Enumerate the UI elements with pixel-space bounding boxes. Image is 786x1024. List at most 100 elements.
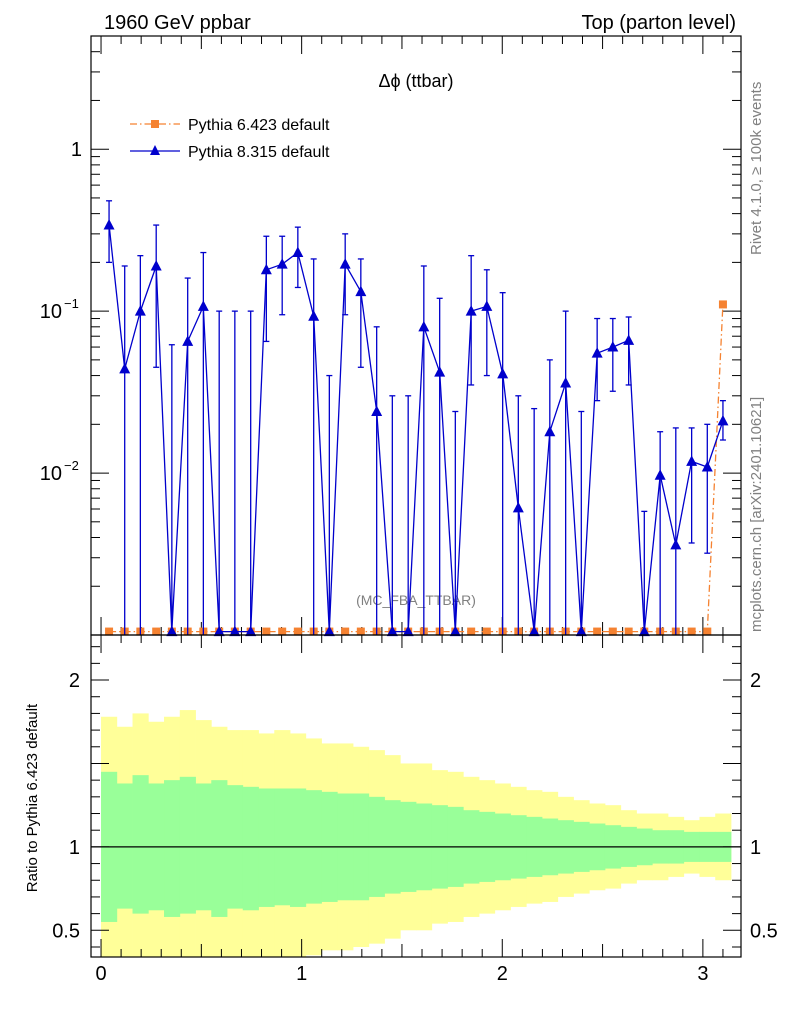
main-panel: 110−110−2 Δϕ (ttbar) (MC_FBA_TTBAR) Pyth… bbox=[40, 35, 742, 637]
ratio-y-axis-label: Ratio to Pythia 6.423 default bbox=[24, 703, 41, 892]
data-point-triangle bbox=[591, 347, 603, 358]
data-point-triangle bbox=[229, 625, 241, 637]
ratio-y-tick-label-right: 0.5 bbox=[750, 920, 778, 942]
data-point-triangle bbox=[150, 259, 162, 271]
data-point-triangle bbox=[260, 263, 272, 275]
y-tick-label-exponent: −1 bbox=[64, 296, 79, 311]
data-point-square bbox=[718, 300, 727, 309]
inner-band-bin bbox=[258, 788, 275, 907]
data-point-square bbox=[262, 627, 271, 636]
ratio-axis-ticks bbox=[91, 635, 741, 957]
x-tick-labels: 0 1 2 3 bbox=[95, 963, 708, 985]
ratio-panel: 0.5 0.5 1 1 2 2 0 1 2 3 Ratio to Pythia 6.423 de… bbox=[24, 634, 778, 985]
ratio-y-tick-label-left: 1 bbox=[69, 837, 80, 859]
data-point-triangle bbox=[197, 300, 209, 311]
series-line bbox=[108, 225, 724, 633]
series-pythia8 bbox=[103, 200, 729, 637]
data-point-square bbox=[293, 627, 302, 636]
data-point-triangle bbox=[308, 310, 320, 321]
data-point-triangle bbox=[119, 362, 131, 374]
data-point-triangle bbox=[386, 625, 398, 637]
process-label: Top (parton level) bbox=[581, 12, 736, 34]
data-point-triangle bbox=[544, 425, 556, 437]
data-point-triangle bbox=[481, 300, 493, 311]
data-point-triangle bbox=[701, 461, 713, 472]
data-point-triangle bbox=[166, 625, 178, 637]
legend-marker-pythia8 bbox=[150, 145, 160, 155]
data-point-triangle bbox=[292, 246, 304, 258]
ratio-y-tick-label-right: 1 bbox=[750, 837, 761, 859]
data-point-triangle bbox=[512, 501, 524, 513]
data-point-triangle bbox=[575, 625, 587, 637]
ratio-bands bbox=[101, 710, 732, 957]
data-point-triangle bbox=[434, 366, 446, 377]
data-point-triangle bbox=[717, 414, 729, 426]
plot-title: Δϕ (ttbar) bbox=[378, 71, 453, 91]
data-point-triangle bbox=[497, 367, 509, 379]
data-point-square bbox=[341, 627, 350, 636]
mcplots-label: mcplots.cern.ch [arXiv:2401.10621] bbox=[748, 397, 765, 632]
data-point-triangle bbox=[355, 285, 367, 297]
inner-band-bin bbox=[164, 780, 181, 917]
inner-band-bin bbox=[242, 786, 259, 911]
data-point-triangle bbox=[134, 305, 146, 316]
data-point-triangle bbox=[528, 625, 540, 637]
rivet-label: Rivet 4.1.0, ≥ 100k events bbox=[748, 82, 765, 255]
y-tick-label-exponent: −2 bbox=[64, 458, 79, 473]
x-tick-label: 1 bbox=[296, 963, 307, 985]
y-tick-label: 10 bbox=[40, 301, 62, 323]
ratio-y-tick-labels: 0.5 0.5 1 1 2 2 bbox=[52, 670, 778, 942]
data-point-triangle bbox=[560, 376, 572, 388]
y-tick-label: 10 bbox=[40, 463, 62, 485]
y-tick-label: 1 bbox=[71, 139, 82, 161]
series-line bbox=[109, 304, 724, 633]
data-point-square bbox=[467, 627, 476, 636]
data-point-square bbox=[356, 627, 365, 636]
data-point-triangle bbox=[607, 341, 619, 352]
data-point-triangle bbox=[182, 335, 194, 346]
data-point-square bbox=[105, 627, 114, 636]
ratio-frame bbox=[90, 634, 742, 958]
data-point-triangle bbox=[213, 625, 225, 637]
legend-label-pythia8: Pythia 8.315 default bbox=[188, 144, 330, 161]
x-tick-label: 3 bbox=[697, 963, 708, 985]
data-point-triangle bbox=[276, 258, 288, 269]
inner-band-bin bbox=[116, 783, 133, 909]
data-point-triangle bbox=[686, 455, 698, 466]
inner-band-bin bbox=[179, 776, 196, 914]
data-point-triangle bbox=[670, 538, 682, 550]
legend-marker-pythia6 bbox=[151, 120, 159, 128]
inner-band-bin bbox=[211, 780, 228, 917]
data-point-square bbox=[482, 627, 491, 636]
data-point-square bbox=[593, 627, 602, 636]
inner-band-bin bbox=[290, 788, 307, 907]
data-point-triangle bbox=[371, 405, 383, 416]
data-point-square bbox=[152, 627, 161, 636]
legend-label-pythia6: Pythia 6.423 default bbox=[188, 117, 330, 134]
data-point-square bbox=[608, 627, 617, 636]
data-point-triangle bbox=[654, 469, 666, 480]
legend: Pythia 6.423 default Pythia 8.315 defaul… bbox=[130, 117, 330, 161]
data-point-triangle bbox=[339, 258, 351, 269]
data-point-triangle bbox=[103, 219, 115, 230]
analysis-watermark: (MC_FBA_TTBAR) bbox=[356, 592, 476, 608]
ratio-y-tick-label-left: 2 bbox=[69, 670, 80, 692]
data-point-triangle bbox=[245, 625, 257, 637]
data-point-square bbox=[703, 627, 712, 636]
data-point-triangle bbox=[623, 334, 635, 345]
data-point-square bbox=[624, 627, 633, 636]
energy-label: 1960 GeV ppbar bbox=[104, 12, 251, 34]
data-point-triangle bbox=[418, 320, 430, 332]
inner-band-bin bbox=[132, 775, 149, 914]
data-point-triangle bbox=[449, 625, 461, 637]
data-point-triangle bbox=[638, 625, 650, 637]
data-point-triangle bbox=[465, 305, 477, 316]
x-tick-label: 2 bbox=[497, 963, 508, 985]
ratio-y-tick-label-right: 2 bbox=[750, 670, 761, 692]
data-point-triangle bbox=[402, 625, 414, 637]
x-tick-label: 0 bbox=[95, 963, 106, 985]
ratio-y-tick-label-left: 0.5 bbox=[52, 920, 80, 942]
main-y-tick-labels: 110−110−2 bbox=[40, 139, 82, 485]
data-point-square bbox=[278, 627, 287, 636]
